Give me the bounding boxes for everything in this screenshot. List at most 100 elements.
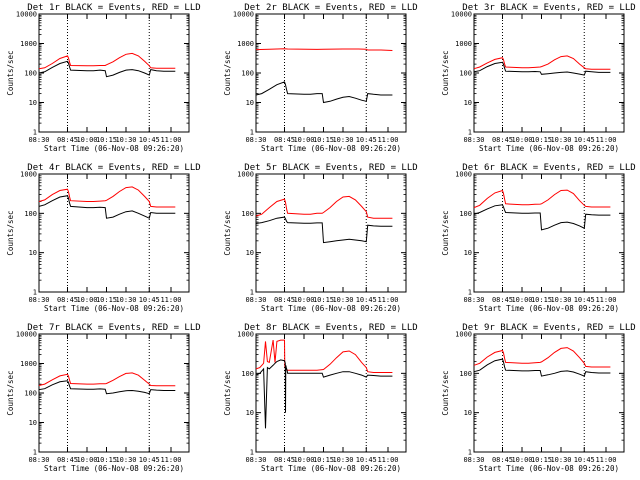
x-tick-label: 10:45: [139, 456, 160, 464]
panel-1: Det 1r BLACK = Events, RED = LLD 1 10 100 10…: [6, 3, 201, 153]
series-line-red: [38, 52, 176, 70]
panel-3: Det 3r BLACK = Events, RED = LLD 1 10 100 10…: [441, 3, 636, 153]
y-tick-label: 1000: [20, 171, 37, 179]
x-tick-label: 11:00: [377, 456, 398, 464]
x-tick-label: 10:15: [96, 456, 117, 464]
x-tick-label: 11:00: [160, 296, 181, 304]
x-tick-label: 10:00: [293, 296, 314, 304]
y-axis-label: Counts/sec: [441, 210, 450, 255]
y-tick-label: 10: [246, 409, 254, 417]
x-tick-label: 10:30: [550, 456, 571, 464]
series-line-red: [255, 195, 393, 219]
x-tick-label: 08:30: [245, 296, 266, 304]
panel-6: Det 6r BLACK = Events, RED = LLD 1 10 100 10…: [441, 163, 636, 313]
y-tick-label: 10000: [451, 11, 472, 19]
x-tick-label: 11:00: [377, 296, 398, 304]
y-tick-label: 1: [468, 449, 472, 457]
series-line-black: [473, 204, 611, 231]
plot-frame: [38, 173, 190, 293]
y-tick-label: 1: [250, 129, 254, 137]
panel-title: Det 1r BLACK = Events, RED = LLD: [27, 3, 200, 13]
x-tick-label: 10:00: [511, 296, 532, 304]
x-tick-label: 10:45: [356, 136, 377, 144]
y-tick-label: 100: [241, 210, 254, 218]
x-axis-label: Start Time (06-Nov-08 09:26:20): [479, 144, 619, 153]
y-axis-label: Counts/sec: [6, 210, 15, 255]
x-axis-label: Start Time (06-Nov-08 09:26:20): [261, 304, 401, 313]
y-tick-label: 1: [33, 449, 37, 457]
x-tick-label: 08:45: [57, 456, 78, 464]
y-tick-label: 1000: [455, 171, 472, 179]
x-tick-label: 10:15: [96, 296, 117, 304]
x-axis-label: Start Time (06-Nov-08 09:26:20): [261, 144, 401, 153]
y-tick-label: 10: [29, 99, 37, 107]
x-tick-label: 10:15: [313, 296, 334, 304]
x-tick-label: 08:45: [57, 296, 78, 304]
x-axis-label: Start Time (06-Nov-08 09:26:20): [44, 144, 184, 153]
x-tick-label: 10:15: [531, 296, 552, 304]
y-tick-label: 10000: [16, 11, 37, 19]
x-tick-label: 10:15: [96, 136, 117, 144]
y-tick-label: 1: [468, 289, 472, 297]
y-tick-label: 1: [33, 289, 37, 297]
x-tick-label: 10:30: [115, 296, 136, 304]
plot-frame: [38, 13, 190, 133]
x-tick-label: 10:15: [313, 136, 334, 144]
x-tick-label: 08:45: [57, 136, 78, 144]
y-tick-label: 10: [464, 249, 472, 257]
y-tick-label: 10: [464, 99, 472, 107]
x-tick-label: 10:30: [115, 456, 136, 464]
x-tick-label: 10:00: [293, 456, 314, 464]
x-tick-label: 10:30: [332, 456, 353, 464]
series-line-black: [255, 359, 393, 429]
x-tick-label: 11:00: [595, 136, 616, 144]
panel-title: Det 9r BLACK = Events, RED = LLD: [462, 323, 635, 333]
plot-frame: [473, 13, 625, 133]
y-tick-label: 100: [24, 210, 37, 218]
y-tick-label: 10000: [233, 11, 254, 19]
x-tick-label: 10:45: [139, 136, 160, 144]
x-tick-label: 08:45: [492, 136, 513, 144]
panel-7: Det 7r BLACK = Events, RED = LLD 1 10 100 10…: [6, 323, 201, 473]
y-tick-label: 100: [459, 70, 472, 78]
x-tick-label: 08:30: [28, 456, 49, 464]
panel-2: Det 2r BLACK = Events, RED = LLD 1 10 100 10…: [223, 3, 418, 153]
panel-title: Det 3r BLACK = Events, RED = LLD: [462, 3, 635, 13]
panel-9: Det 9r BLACK = Events, RED = LLD 1 10 100 10…: [441, 323, 636, 473]
y-tick-label: 100: [241, 70, 254, 78]
x-tick-label: 10:30: [550, 136, 571, 144]
series-line-red: [38, 186, 176, 208]
x-tick-label: 10:30: [332, 296, 353, 304]
x-tick-label: 10:00: [511, 136, 532, 144]
y-tick-label: 10: [246, 99, 254, 107]
y-tick-label: 1000: [455, 331, 472, 339]
y-tick-label: 10: [246, 249, 254, 257]
series-line-black: [38, 195, 176, 219]
x-tick-label: 11:00: [160, 456, 181, 464]
panel-title: Det 5r BLACK = Events, RED = LLD: [244, 163, 417, 173]
x-tick-label: 11:00: [160, 136, 181, 144]
x-tick-label: 10:30: [332, 136, 353, 144]
y-axis-label: Counts/sec: [441, 50, 450, 95]
x-tick-label: 10:45: [574, 136, 595, 144]
x-tick-label: 10:00: [76, 296, 97, 304]
y-axis-label: Counts/sec: [223, 50, 232, 95]
x-tick-label: 08:30: [463, 136, 484, 144]
y-tick-label: 1: [468, 129, 472, 137]
y-axis-label: Counts/sec: [223, 370, 232, 415]
x-tick-label: 10:45: [356, 296, 377, 304]
x-axis-label: Start Time (06-Nov-08 09:26:20): [479, 464, 619, 473]
panel-title: Det 2r BLACK = Events, RED = LLD: [244, 3, 417, 13]
x-tick-label: 10:45: [574, 296, 595, 304]
x-tick-label: 10:15: [313, 456, 334, 464]
y-tick-label: 10: [29, 419, 37, 427]
x-tick-label: 10:00: [511, 456, 532, 464]
y-tick-label: 100: [459, 210, 472, 218]
series-line-black: [473, 358, 611, 377]
x-tick-label: 08:30: [245, 456, 266, 464]
series-line-black: [38, 60, 176, 78]
x-tick-label: 11:00: [595, 296, 616, 304]
x-tick-label: 10:00: [76, 456, 97, 464]
y-tick-label: 1000: [20, 40, 37, 48]
y-tick-label: 100: [24, 390, 37, 398]
